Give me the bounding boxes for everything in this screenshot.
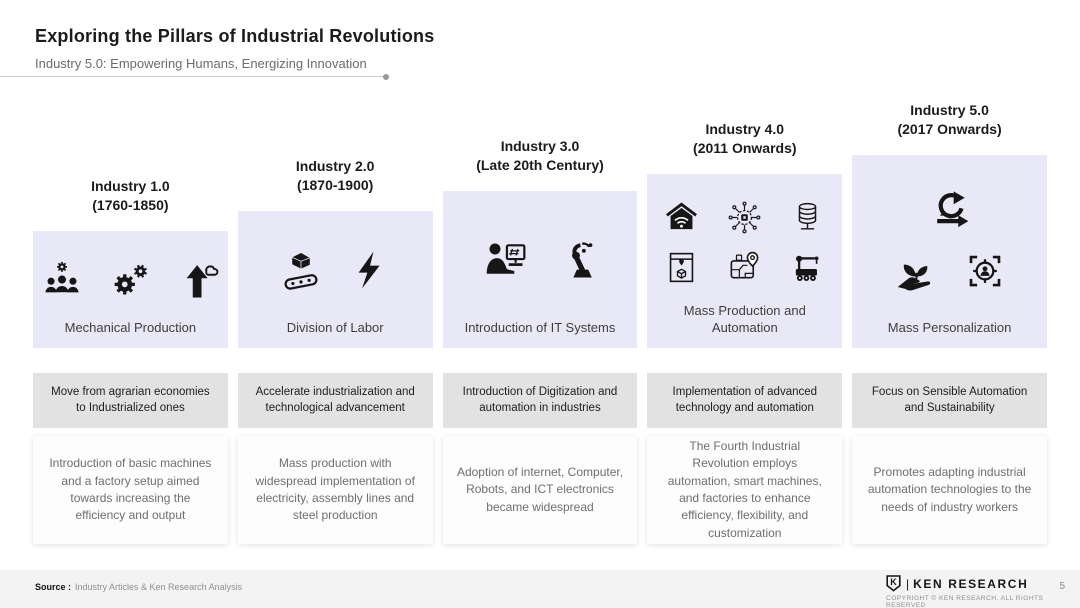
conveyor-belt-icon: [284, 251, 318, 290]
divider-end-dot: [383, 73, 389, 80]
pillar-label: Division of Labor: [286, 320, 384, 336]
column-industry-2: Industry 2.0 (1870-1900): [237, 157, 433, 348]
page-title: Exploring the Pillars of Industrial Revo…: [35, 26, 435, 46]
detail-card: Mass production with widespread implemen…: [237, 436, 433, 544]
brand-block: K | KEN RESEARCH COPYRIGHT © KEN RESEARC…: [886, 575, 1080, 608]
source-text: Industry Articles & Ken Research Analysi…: [75, 582, 243, 592]
detail-row: Introduction of basic machines and a fac…: [33, 436, 1047, 544]
summary-box: Accelerate industrialization and technol…: [237, 373, 433, 428]
column-header: Industry 4.0 (2011 Onwards): [647, 120, 842, 157]
industry-columns: Industry 1.0 (1760-1850): [33, 85, 1047, 348]
person-target-icon: [969, 255, 1000, 287]
period-label: (2011 Onwards): [693, 139, 797, 156]
summary-box: Implementation of advanced technology an…: [647, 373, 843, 428]
gps-navigation-icon: [730, 251, 759, 279]
summary-box: Move from agrarian economies to Industri…: [33, 373, 228, 428]
era-label: Industry 3.0: [500, 138, 580, 155]
slide-header: Exploring the Pillars of Industrial Revo…: [0, 0, 1080, 71]
detail-card: Adoption of internet, Computer, Robots, …: [442, 436, 638, 544]
brand-separator: |: [906, 576, 910, 591]
page-number: 5: [1059, 581, 1065, 592]
source-label: Source :: [35, 582, 72, 592]
period-label: (2017 Onwards): [897, 120, 1002, 137]
database-server-icon: [799, 203, 817, 230]
period-label: (1870-1900): [297, 176, 374, 193]
workers-gear-icon: [45, 261, 79, 292]
rover-robot-icon: [796, 255, 819, 282]
printer-3d-icon: [670, 252, 694, 283]
source-note: Source : Industry Articles & Ken Research…: [35, 582, 242, 592]
pillar-label: Introduction of IT Systems: [464, 320, 616, 336]
era-label: Industry 4.0: [705, 121, 785, 138]
agile-loop-icon: [936, 191, 968, 228]
brand-name: KEN RESEARCH: [913, 576, 1029, 591]
ken-research-logo-icon: K: [886, 575, 901, 592]
smart-home-icon: [666, 202, 698, 230]
footer: Source : Industry Articles & Ken Research…: [0, 570, 1080, 608]
person-computer-icon: [486, 243, 526, 274]
lightning-bolt-icon: [358, 251, 380, 288]
copyright-text: COPYRIGHT © KEN RESEARCH. ALL RIGHTS RES…: [886, 595, 1044, 608]
pillar-card: Mass Personalization: [852, 155, 1047, 348]
steam-power-arrow-icon: [187, 264, 219, 298]
column-header: Industry 5.0 (2017 Onwards): [852, 101, 1047, 138]
column-header: Industry 3.0 (Late 20th Century): [443, 137, 638, 174]
detail-card: Promotes adapting industrial automation …: [852, 436, 1047, 544]
era-label: Industry 5.0: [910, 102, 989, 119]
summary-box: Focus on Sensible Automation and Sustain…: [852, 373, 1047, 428]
pillar-card: Division of Labor: [237, 211, 433, 348]
pillar-card: Introduction of IT Systems: [442, 191, 638, 348]
header-divider: [0, 73, 389, 80]
detail-card: Introduction of basic machines and a fac…: [33, 436, 228, 544]
summary-box: Introduction of Digitization and automat…: [442, 373, 638, 428]
period-label: (1760-1850): [92, 196, 169, 213]
gears-icon: [115, 262, 150, 295]
era-label: Industry 1.0: [91, 178, 170, 195]
pillar-label: Mass Production and Automation: [683, 303, 806, 336]
column-header: Industry 1.0 (1760-1850): [33, 177, 228, 214]
detail-card: The Fourth Industrial Revolution employs…: [647, 436, 843, 544]
column-industry-1: Industry 1.0 (1760-1850): [33, 177, 228, 348]
period-label: (Late 20th Century): [476, 156, 604, 173]
robotic-arm-icon: [572, 242, 593, 278]
hand-plant-sustainability-icon: [897, 264, 930, 291]
pillar-card: Mass Production and Automation: [647, 174, 843, 348]
svg-text:K: K: [890, 577, 897, 587]
summary-row: Move from agrarian economies to Industri…: [33, 373, 1047, 428]
column-industry-3: Industry 3.0 (Late 20th Century): [442, 137, 638, 348]
pillar-card: Mechanical Production: [33, 231, 228, 348]
column-industry-5: Industry 5.0 (2017 Onwards): [852, 101, 1047, 348]
pillar-label: Mass Personalization: [887, 320, 1012, 336]
column-header: Industry 2.0 (1870-1900): [238, 157, 433, 194]
era-label: Industry 2.0: [295, 158, 375, 175]
page-subtitle: Industry 5.0: Empowering Humans, Energiz…: [35, 56, 367, 71]
ai-network-chip-icon: [728, 201, 761, 234]
column-industry-4: Industry 4.0 (2011 Onwards): [647, 120, 843, 348]
pillar-label: Mechanical Production: [64, 320, 197, 336]
